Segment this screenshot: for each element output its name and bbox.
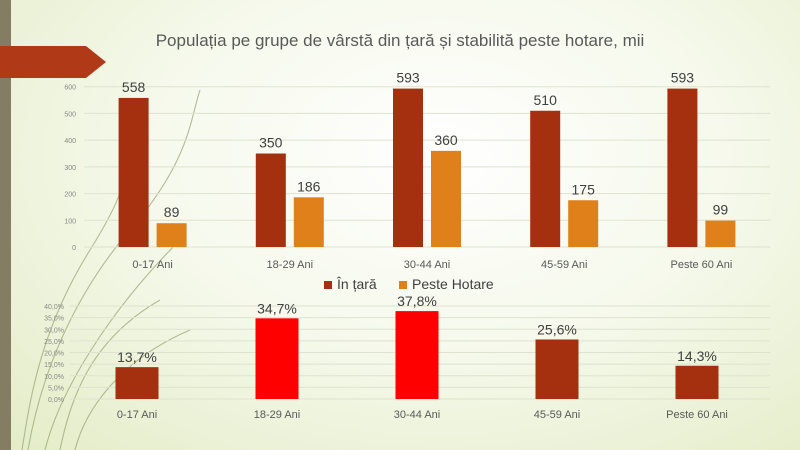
bar-in-tara xyxy=(393,88,423,247)
legend-label: Peste Hotare xyxy=(412,276,494,292)
top-data-label: 350 xyxy=(259,135,283,151)
bottom-y-tick-label: 5,0% xyxy=(48,385,64,392)
bar-share xyxy=(675,365,719,399)
top-bar-chart: 0 100 200 300 400 500 600 558 89 0-17 Ani 350 186 18… xyxy=(64,70,770,292)
legend-label: În țară xyxy=(336,276,377,292)
bar-in-tara xyxy=(255,153,286,247)
top-x-tick-label: 45-59 Ani xyxy=(541,259,587,271)
bar-in-tara xyxy=(118,97,149,247)
bottom-data-label: 34,7% xyxy=(257,300,297,316)
bottom-x-tick-label: 30-44 Ani xyxy=(394,409,440,421)
chart-title: Populația pe grupe de vârstă din țară și… xyxy=(155,31,645,50)
bottom-data-label: 14,3% xyxy=(677,348,717,364)
top-data-label: 175 xyxy=(572,181,596,197)
bar-share xyxy=(535,339,579,399)
bottom-data-label: 13,7% xyxy=(117,349,157,365)
bar-share xyxy=(115,367,159,399)
top-data-label: 186 xyxy=(297,178,321,194)
title-arrow-fill xyxy=(0,46,106,78)
top-y-tick-label: 500 xyxy=(64,111,76,118)
legend-swatch xyxy=(324,281,332,289)
top-data-label: 593 xyxy=(671,70,695,86)
bottom-y-tick-label: 10,0% xyxy=(44,374,64,381)
bottom-y-tick-label: 35,0% xyxy=(44,316,64,323)
bar-peste-hotare xyxy=(293,197,324,247)
top-data-label: 510 xyxy=(534,92,558,108)
top-data-label: 593 xyxy=(396,70,420,86)
bottom-x-tick-label: 45-59 Ani xyxy=(534,409,580,421)
top-data-label: 558 xyxy=(122,79,146,95)
bottom-y-tick-label: 0,0% xyxy=(48,397,64,404)
top-data-label: 99 xyxy=(713,202,729,218)
top-y-tick-label: 400 xyxy=(64,138,76,145)
bottom-y-tick-label: 40,0% xyxy=(44,304,64,311)
top-data-label: 360 xyxy=(434,132,458,148)
top-y-tick-label: 300 xyxy=(64,165,76,172)
bar-share-highlighted xyxy=(395,311,439,399)
bar-in-tara xyxy=(530,110,561,247)
top-data-label: 89 xyxy=(164,204,180,220)
bottom-x-tick-label: Peste 60 Ani xyxy=(666,409,728,421)
bottom-y-tick-label: 30,0% xyxy=(44,327,64,334)
top-x-tick-label: Peste 60 Ani xyxy=(671,259,733,271)
bar-share-highlighted xyxy=(255,318,299,399)
top-y-tick-label: 200 xyxy=(64,192,76,199)
top-x-tick-label: 0-17 Ani xyxy=(132,259,172,271)
bar-peste-hotare xyxy=(156,223,187,247)
title-arrow-shape xyxy=(0,46,106,78)
top-y-tick-label: 0 xyxy=(72,245,76,252)
bottom-x-tick-label: 18-29 Ani xyxy=(254,409,300,421)
bar-in-tara xyxy=(667,88,698,247)
bottom-y-tick-label: 25,0% xyxy=(44,339,64,346)
bar-peste-hotare xyxy=(705,220,736,247)
top-x-tick-label: 30-44 Ani xyxy=(404,259,450,271)
bottom-x-tick-label: 0-17 Ani xyxy=(117,409,157,421)
bar-peste-hotare xyxy=(568,200,599,247)
bottom-data-label: 37,8% xyxy=(397,293,437,309)
top-x-tick-label: 18-29 Ani xyxy=(267,259,313,271)
left-decor-strip xyxy=(0,0,11,450)
top-y-tick-label: 600 xyxy=(64,85,76,92)
legend-swatch xyxy=(399,281,407,289)
top-y-tick-label: 100 xyxy=(64,218,76,225)
bar-peste-hotare xyxy=(431,150,461,247)
bottom-y-tick-label: 20,0% xyxy=(44,351,64,358)
bottom-y-tick-label: 15,0% xyxy=(44,362,64,369)
bottom-data-label: 25,6% xyxy=(537,321,577,337)
